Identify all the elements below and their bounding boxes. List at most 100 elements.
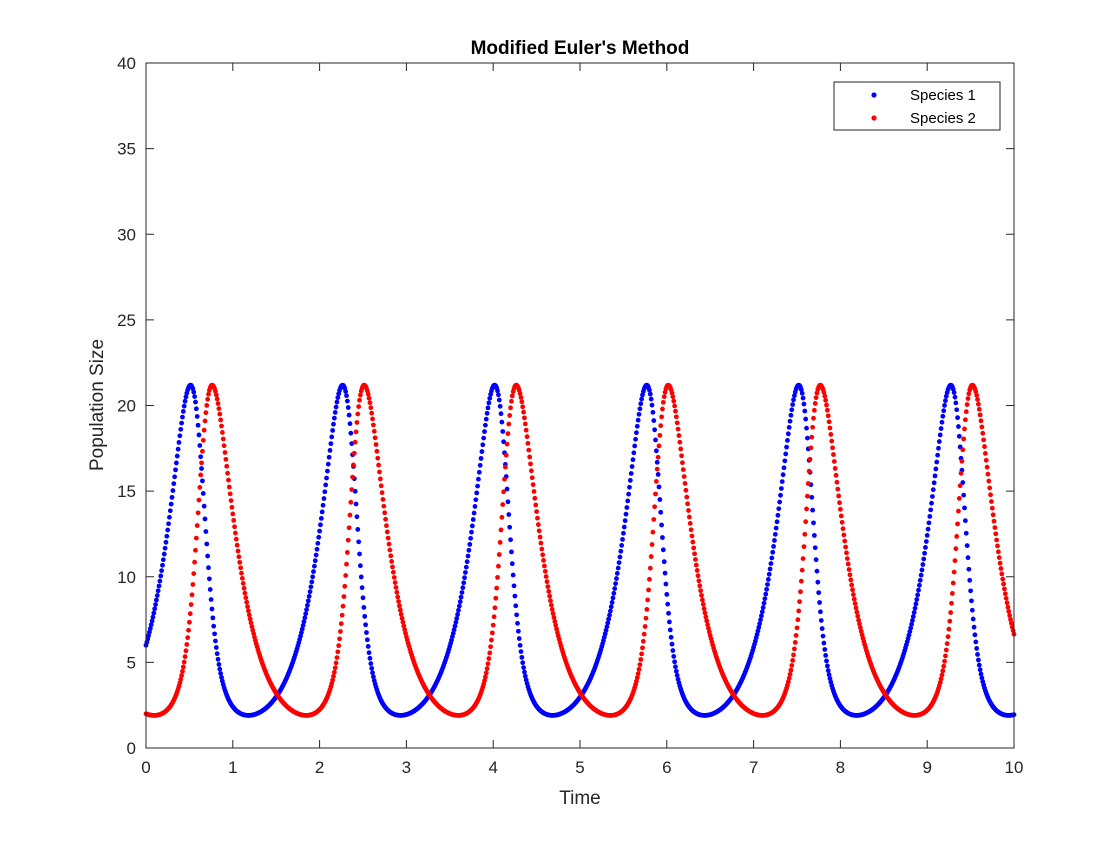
data-point bbox=[807, 456, 813, 462]
data-point bbox=[535, 515, 540, 521]
data-point bbox=[653, 437, 658, 443]
data-point bbox=[207, 587, 213, 592]
data-point bbox=[1001, 581, 1006, 587]
data-point bbox=[610, 595, 616, 601]
x-tick-label: 5 bbox=[575, 758, 584, 777]
data-point bbox=[932, 473, 938, 479]
data-point bbox=[691, 545, 697, 551]
data-point bbox=[918, 572, 924, 578]
data-point bbox=[331, 421, 336, 427]
data-point bbox=[852, 601, 858, 606]
data-point bbox=[166, 521, 171, 527]
data-point bbox=[354, 420, 360, 425]
data-point bbox=[176, 440, 182, 445]
data-point bbox=[985, 471, 991, 477]
data-point bbox=[197, 443, 203, 448]
data-point bbox=[213, 645, 219, 650]
data-point bbox=[249, 624, 255, 629]
data-point bbox=[221, 443, 227, 449]
data-point bbox=[454, 616, 460, 621]
data-point bbox=[943, 398, 948, 404]
data-point bbox=[374, 448, 380, 454]
data-point bbox=[672, 659, 678, 665]
data-point bbox=[788, 667, 794, 673]
data-point bbox=[174, 453, 180, 459]
data-point bbox=[702, 610, 708, 616]
data-point bbox=[962, 417, 968, 423]
data-point bbox=[371, 674, 376, 680]
data-point bbox=[621, 530, 626, 536]
data-point bbox=[811, 520, 816, 526]
data-point bbox=[302, 615, 308, 621]
data-point bbox=[698, 588, 704, 594]
data-point bbox=[792, 646, 797, 652]
data-point bbox=[180, 414, 185, 420]
data-point bbox=[496, 392, 501, 398]
data-point bbox=[660, 406, 665, 412]
data-point bbox=[466, 547, 472, 553]
data-point bbox=[940, 668, 946, 674]
data-point bbox=[793, 633, 799, 638]
data-point bbox=[180, 669, 185, 674]
data-point bbox=[635, 671, 641, 677]
data-point bbox=[371, 428, 377, 434]
data-point bbox=[821, 389, 827, 395]
data-point bbox=[192, 394, 198, 399]
data-point bbox=[167, 508, 173, 514]
data-point bbox=[236, 554, 242, 560]
data-point bbox=[470, 517, 476, 522]
data-point bbox=[952, 558, 958, 564]
data-point bbox=[538, 540, 544, 546]
data-point bbox=[923, 545, 928, 550]
data-point bbox=[191, 571, 197, 576]
data-point bbox=[913, 601, 919, 607]
data-point bbox=[320, 502, 326, 508]
data-point bbox=[823, 653, 829, 658]
data-point bbox=[354, 514, 360, 520]
data-point bbox=[656, 484, 662, 490]
data-point bbox=[193, 406, 199, 412]
x-axis-label: Time bbox=[559, 788, 601, 809]
data-point bbox=[345, 537, 351, 543]
data-point bbox=[364, 637, 370, 643]
data-point bbox=[670, 648, 676, 653]
data-point bbox=[693, 557, 698, 562]
data-point bbox=[312, 558, 318, 564]
data-point bbox=[152, 606, 158, 612]
data-point bbox=[469, 529, 474, 535]
y-tick-label: 5 bbox=[127, 653, 136, 672]
data-point bbox=[531, 489, 537, 494]
data-point bbox=[811, 415, 816, 421]
data-point bbox=[303, 611, 309, 617]
data-point bbox=[968, 588, 973, 594]
data-point bbox=[456, 607, 461, 613]
data-point bbox=[909, 621, 914, 627]
data-point bbox=[306, 593, 312, 599]
data-point bbox=[677, 439, 683, 445]
data-point bbox=[332, 665, 338, 671]
data-point bbox=[217, 411, 223, 417]
data-point bbox=[535, 522, 541, 527]
data-point bbox=[609, 600, 615, 605]
data-point bbox=[659, 414, 664, 420]
data-point bbox=[367, 400, 373, 406]
data-point bbox=[1003, 595, 1009, 601]
data-point bbox=[943, 393, 949, 399]
data-point bbox=[344, 550, 350, 555]
data-point bbox=[191, 389, 197, 395]
y-tick-label: 10 bbox=[117, 568, 136, 587]
data-point bbox=[804, 506, 809, 512]
data-point bbox=[504, 441, 510, 447]
x-tick-label: 6 bbox=[662, 758, 671, 777]
data-point bbox=[801, 401, 807, 407]
data-point bbox=[781, 465, 787, 471]
data-point bbox=[489, 630, 495, 636]
data-point bbox=[353, 429, 359, 435]
data-point bbox=[324, 475, 329, 481]
data-point bbox=[506, 421, 512, 427]
data-point bbox=[956, 424, 961, 429]
data-point bbox=[530, 482, 536, 488]
data-point bbox=[496, 397, 502, 403]
data-point bbox=[768, 561, 774, 566]
data-point bbox=[548, 598, 553, 604]
